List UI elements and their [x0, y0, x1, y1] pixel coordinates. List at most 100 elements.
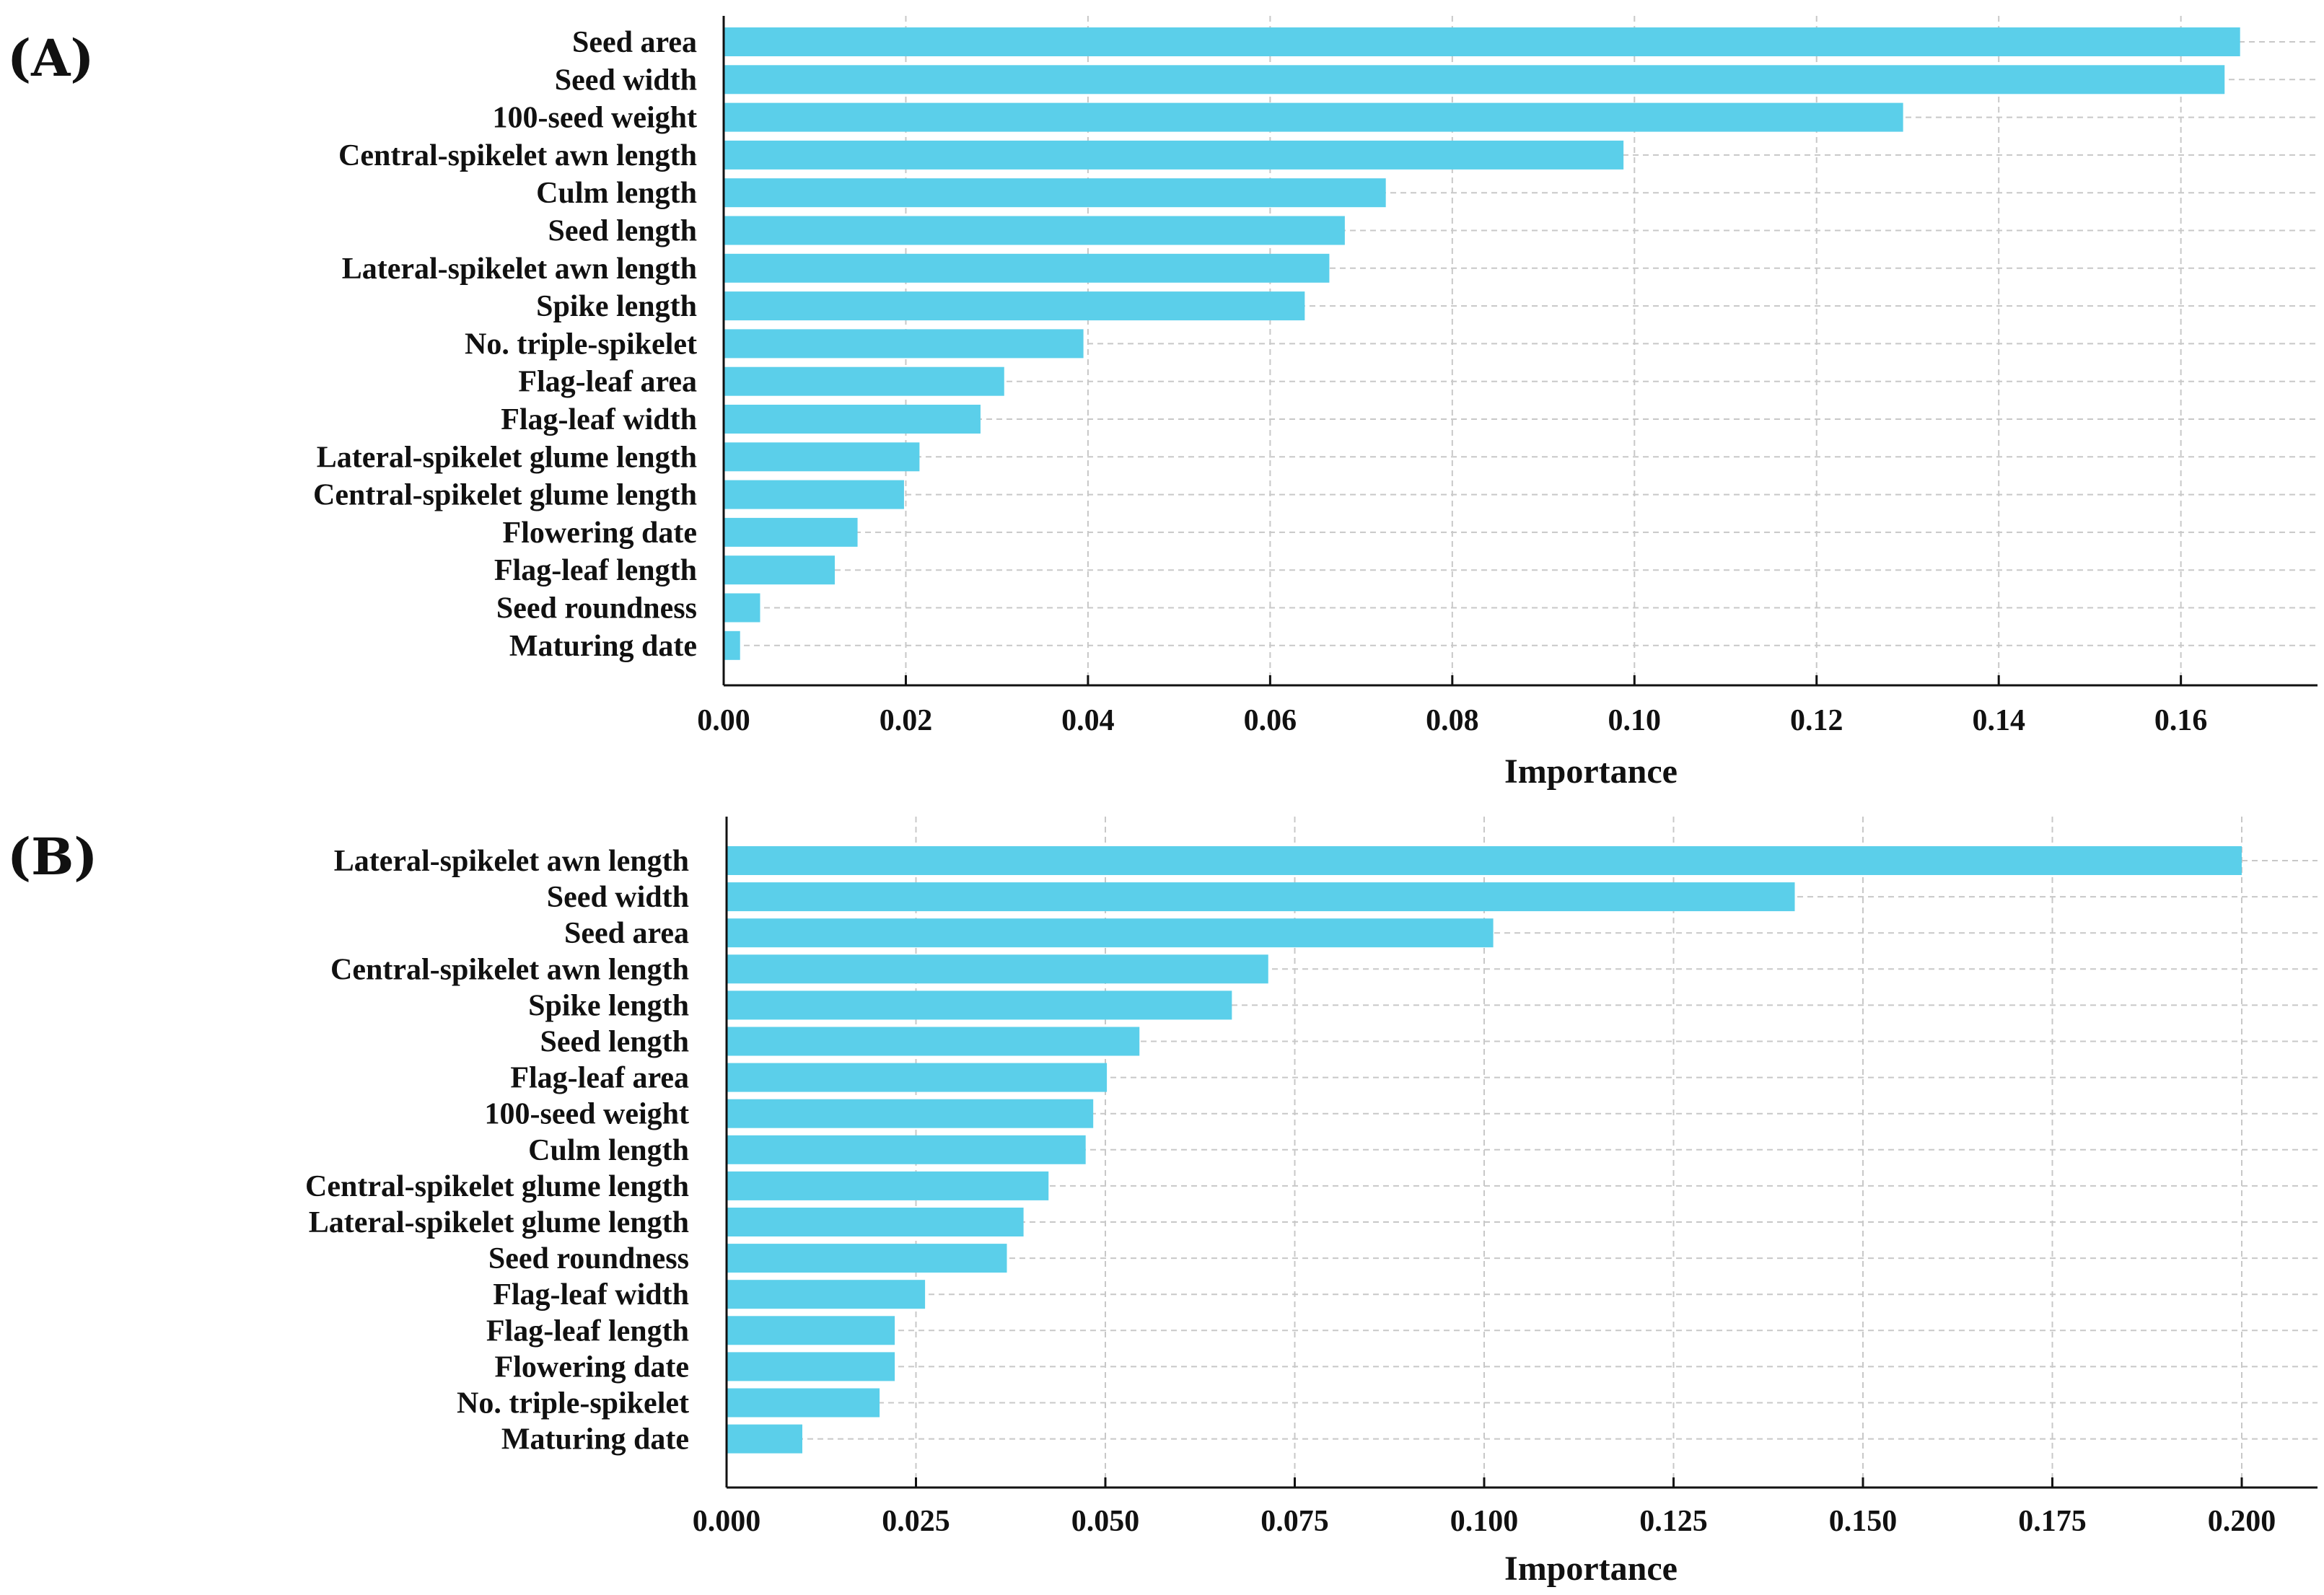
panel-a-x-tick-label: 0.14 — [1972, 704, 2025, 737]
panel-b-bar — [727, 1424, 802, 1454]
panel-a-category-label: 100-seed weight — [493, 102, 697, 135]
panel-b-bar — [727, 1316, 895, 1345]
panel-a-bar — [724, 555, 835, 585]
panel-a-category-label: Seed area — [572, 26, 697, 59]
panel-b-bar — [727, 918, 1494, 948]
panel-b-bar — [727, 1208, 1024, 1236]
panel-a-bar — [724, 102, 1903, 132]
panel-b-x-tick-label: 0.075 — [1260, 1505, 1329, 1538]
panel-b-category-label: Seed area — [564, 917, 689, 950]
panel-b-category-label: Flag-leaf length — [486, 1314, 689, 1348]
panel-a-category-label: Culm length — [536, 177, 697, 210]
panel-a-category-label: Spike length — [536, 290, 697, 323]
panel-a-x-axis-title: Importance — [1504, 752, 1678, 791]
panel-a-category-label: Central-spikelet awn length — [338, 139, 697, 172]
panel-b-bar — [727, 882, 1795, 912]
panel-a-bar — [724, 329, 1084, 359]
panel-a-category-label: Seed roundness — [496, 592, 697, 625]
panel-b-category-label: 100-seed weight — [485, 1098, 689, 1131]
panel-b-bar — [727, 1280, 926, 1309]
panel-a-x-tick-label: 0.00 — [697, 704, 750, 737]
panel-a-category-labels: Seed area Seed width 100-seed weight Centra… — [313, 26, 697, 663]
panel-a-chart: (A) Seed area Seed width 100-seed weight Ce… — [7, 16, 2318, 791]
panel-b-bar — [727, 954, 1268, 984]
panel-a-label: (A) — [7, 28, 95, 88]
panel-a-category-label: Flag-leaf area — [518, 366, 697, 399]
panel-b-bar — [727, 1063, 1108, 1092]
panel-a-bars — [724, 27, 2240, 660]
panel-a-bar — [724, 216, 1345, 245]
panel-b-x-tick-label: 0.000 — [693, 1505, 761, 1538]
panel-b-axes — [725, 817, 2318, 1489]
panel-a-category-label: Lateral-spikelet glume length — [317, 441, 697, 474]
panel-b-category-label: Flag-leaf area — [510, 1062, 689, 1095]
panel-b-bar — [727, 846, 2242, 875]
panel-a-x-tick-label: 0.06 — [1244, 704, 1297, 737]
panel-a-bar — [724, 480, 904, 509]
panel-b-bar — [727, 1244, 1007, 1273]
panel-b-bar — [727, 1135, 1086, 1164]
panel-b-x-tick-label: 0.100 — [1450, 1505, 1519, 1538]
panel-b-x-tick-label: 0.175 — [2018, 1505, 2087, 1538]
panel-a-category-label: No. triple-spikelet — [465, 328, 697, 361]
panel-a-bar — [724, 27, 2240, 56]
panel-a-bar — [724, 65, 2225, 95]
panel-b-bar — [727, 1352, 895, 1381]
panel-b-category-label: No. triple-spikelet — [457, 1387, 689, 1420]
panel-b-category-label: Flag-leaf width — [493, 1278, 689, 1311]
panel-b-x-tick-label: 0.200 — [2208, 1505, 2276, 1538]
panel-a-x-tick-label: 0.12 — [1790, 704, 1843, 737]
panel-a-category-label: Lateral-spikelet awn length — [342, 252, 697, 286]
panel-a-bar — [724, 291, 1305, 321]
panel-b-x-tick-label: 0.050 — [1071, 1505, 1140, 1538]
panel-a-category-label: Seed length — [548, 215, 697, 248]
panel-a-bar — [724, 442, 920, 472]
panel-b-category-label: Flowering date — [495, 1350, 689, 1384]
panel-a-bar — [724, 140, 1624, 170]
panel-a-bar — [724, 517, 858, 547]
panel-b-bar — [727, 1171, 1049, 1200]
panel-a-x-tick-label: 0.10 — [1608, 704, 1662, 737]
panel-b-bars — [727, 846, 2242, 1454]
panel-a-axes — [722, 16, 2318, 687]
panel-b-bar — [727, 1099, 1094, 1128]
panel-a-bar — [724, 178, 1386, 208]
panel-b-category-label: Seed length — [540, 1026, 689, 1059]
panel-a-bar — [724, 405, 981, 434]
panel-a-x-tick-label: 0.04 — [1061, 704, 1115, 737]
panel-a-bar — [724, 630, 740, 660]
panel-a-bar — [724, 253, 1330, 283]
panel-b-x-tick-label: 0.150 — [1829, 1505, 1898, 1538]
panel-a-category-label: Central-spikelet glume length — [313, 479, 697, 512]
panel-b-category-label: Lateral-spikelet glume length — [309, 1206, 689, 1239]
panel-b-bar — [727, 1388, 880, 1418]
panel-b-category-label: Seed roundness — [488, 1242, 689, 1275]
panel-a-category-label: Flag-leaf width — [501, 403, 697, 436]
panel-b-category-label: Maturing date — [501, 1423, 689, 1456]
panel-b-bar — [727, 1027, 1140, 1056]
panel-b-category-label: Lateral-spikelet awn length — [334, 845, 689, 878]
panel-a-x-tick-label: 0.16 — [2154, 704, 2208, 737]
panel-b-x-tick-label: 0.125 — [1639, 1505, 1708, 1538]
panel-b-category-label: Seed width — [547, 881, 689, 914]
panel-b-bar — [727, 990, 1232, 1020]
panel-b-category-label: Central-spikelet glume length — [305, 1170, 689, 1203]
panel-a-bar — [724, 593, 760, 623]
panel-a-category-label: Maturing date — [509, 630, 697, 663]
panel-b-category-label: Spike length — [528, 989, 689, 1022]
panel-a-x-tick-label: 0.08 — [1426, 704, 1479, 737]
panel-a-bar — [724, 366, 1004, 396]
panel-b-x-tick-label: 0.025 — [882, 1505, 950, 1538]
panel-a-category-label: Seed width — [555, 63, 697, 97]
panel-a-category-label: Flowering date — [503, 517, 697, 550]
panel-a-x-ticks: 0.00 0.02 0.04 0.06 0.08 0.10 0.12 0.14 0.16 — [697, 675, 2207, 737]
panel-b-category-label: Culm length — [528, 1134, 689, 1167]
panel-b-category-label: Central-spikelet awn length — [330, 953, 689, 986]
panel-a-category-label: Flag-leaf length — [494, 554, 697, 587]
panel-a-x-tick-label: 0.02 — [880, 704, 933, 737]
panel-b-x-axis-title: Importance — [1504, 1550, 1678, 1588]
panel-b-label: (B) — [7, 827, 97, 887]
